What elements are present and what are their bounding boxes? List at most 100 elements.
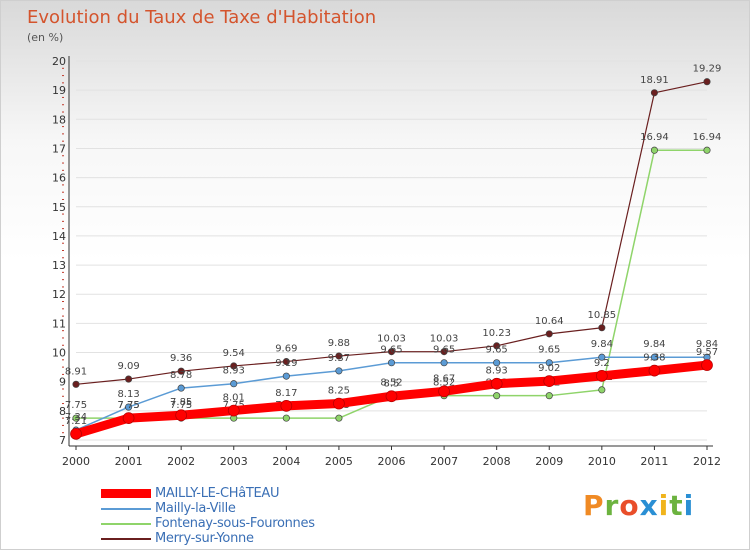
data-point [282,358,290,366]
x-tick-label: 2011 [640,455,668,468]
legend-swatch [101,522,151,525]
data-label: 8.17 [275,388,297,399]
data-label: 9.37 [328,353,350,364]
y-tick-label: 17 [52,142,66,155]
proxiti-logo: Proxiti [583,489,694,522]
chart-title: Evolution du Taux de Taxe d'Habitation [27,7,377,28]
data-point [703,146,711,154]
data-point [72,380,80,388]
data-point [177,367,185,375]
data-point [490,377,503,390]
logo-letter: o [619,489,640,522]
y-tick-label: 16 [52,172,66,185]
data-point [650,353,658,361]
data-label: 9.84 [696,339,718,350]
data-point [650,146,658,154]
data-label: 10.23 [482,328,511,339]
data-label: 8.25 [328,386,350,397]
data-label: 9.65 [538,345,560,356]
legend-item: MAILLY-LE-CHâTEAU [101,486,315,501]
data-point [440,348,448,356]
legend-item: Mailly-la-Ville [101,501,315,516]
legend-swatch [101,507,151,510]
x-tick-label: 2009 [535,455,563,468]
data-label: 9.36 [170,353,192,364]
data-label: 8.52 [380,378,402,389]
data-label: 9.84 [591,339,613,350]
data-label: 8.52 [433,378,455,389]
data-point [282,372,290,380]
data-label: 8.5 [384,378,400,389]
data-point [333,397,345,410]
logo-letter: i [658,489,670,522]
data-label: 9.54 [223,348,245,359]
data-point [598,324,606,332]
data-point [280,400,293,412]
data-label: 8.78 [170,370,192,381]
data-point [648,364,661,377]
x-tick-label: 2003 [220,455,248,468]
data-label: 9.65 [380,345,402,356]
data-point [122,412,135,424]
data-label: 10.03 [377,334,406,345]
data-point [493,359,501,367]
data-point [543,375,556,387]
data-label: 8.01 [223,393,245,404]
data-point [595,370,608,382]
x-tick-label: 2006 [378,455,406,468]
data-point [598,353,606,361]
data-point [335,414,343,422]
data-point [493,392,501,400]
data-label: 7.75 [170,400,192,411]
data-point [701,359,713,371]
data-label: 8.13 [117,389,139,400]
data-label: 9.19 [275,358,297,369]
data-label: 10.64 [535,316,564,327]
data-label: 9.57 [696,347,718,358]
chart-subtitle: (en %) [27,31,64,44]
data-label: 9.65 [433,345,455,356]
data-label: 9.84 [643,339,665,350]
y-tick-label: 18 [52,113,66,126]
data-point [227,404,240,417]
data-point [387,359,396,367]
y-tick-label: 10 [52,347,66,360]
data-label: 18.91 [640,75,669,86]
data-label: 9.38 [643,353,665,364]
y-tick-label: 11 [52,317,66,330]
data-point [282,414,290,422]
data-point [175,409,188,422]
data-point [230,362,238,370]
data-point [230,380,238,388]
x-tick-label: 2000 [62,455,90,468]
data-label: 9.02 [538,363,560,374]
data-point [650,89,658,97]
y-tick-label: 9 [59,376,66,389]
logo-letter: i [683,489,695,522]
data-label: 16.94 [693,132,722,143]
data-label: 8.93 [223,366,245,377]
data-point [387,348,396,356]
data-point [493,342,501,350]
data-label: 9.69 [275,344,297,355]
data-label: 9.65 [486,345,508,356]
legend-swatch [101,537,151,540]
data-label: 16.94 [640,132,669,143]
data-point [72,414,80,422]
data-label: 7.75 [117,400,139,411]
x-tick-label: 2012 [693,455,721,468]
legend-item: Merry-sur-Yonne [101,531,315,546]
legend-label: Fontenay-sous-Fouronnes [155,516,315,531]
y-tick-label: 13 [52,259,66,272]
data-label: 9.88 [328,338,350,349]
data-point [385,390,398,403]
data-label: 10.03 [430,334,459,345]
legend-swatch [101,489,151,498]
chart-legend: MAILLY-LE-CHâTEAU Mailly-la-Ville Fontenay… [101,486,315,546]
data-point [335,367,343,375]
legend-item: Fontenay-sous-Fouronnes [101,516,315,531]
data-label: 8.93 [486,366,508,377]
x-tick-label: 2004 [272,455,300,468]
